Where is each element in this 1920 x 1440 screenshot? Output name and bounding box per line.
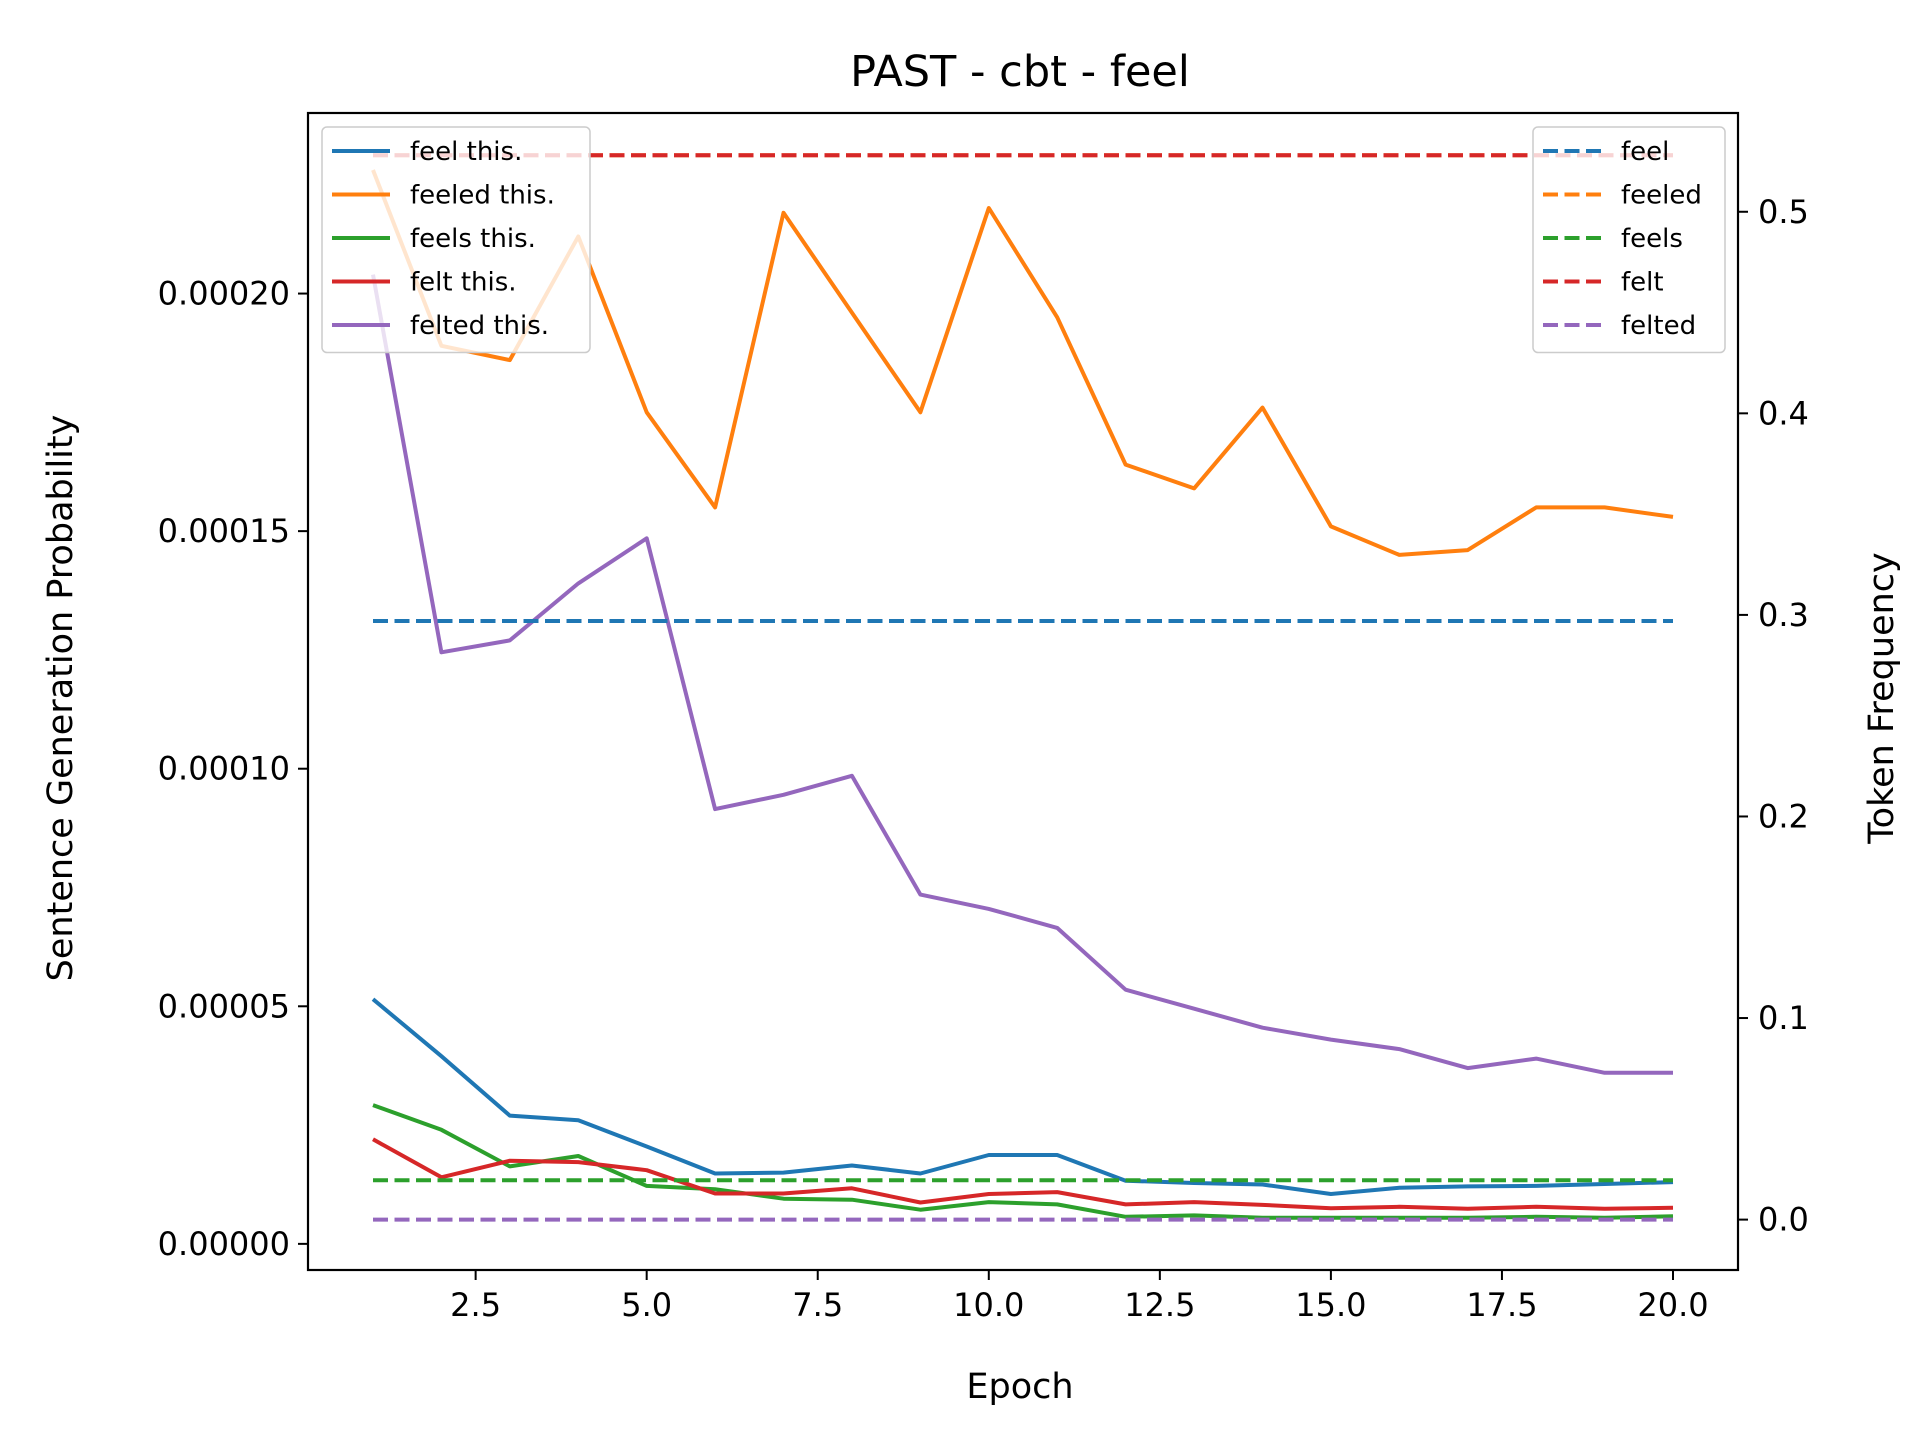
legend-label: feeled this. [410, 181, 555, 211]
legend-label: feel this. [410, 137, 522, 167]
y2-tick-label: 0.2 [1758, 797, 1809, 835]
series-line-3 [372, 1137, 1674, 1211]
legend-label: feel [1621, 137, 1669, 167]
y2-tick-label: 0.3 [1758, 596, 1809, 634]
legend-label: feeled [1621, 181, 1702, 211]
legend-layer: feel this. feeled this. feels this. felt th… [321, 126, 1726, 354]
y-tick-label: 0.00015 [158, 512, 290, 550]
y-tick-label: 0.00000 [158, 1225, 290, 1263]
x-tick-label: 17.5 [1466, 1286, 1537, 1324]
legend-label: felted [1621, 311, 1696, 341]
legend-box-0 [321, 126, 591, 354]
y2-tick-label: 0.4 [1758, 394, 1809, 432]
y-axis-title: Sentence Generation Probability [41, 415, 81, 982]
x-tick-label: 12.5 [1124, 1286, 1195, 1324]
y-tick-label: 0.00020 [158, 275, 290, 313]
x-tick-label: 7.5 [792, 1286, 843, 1324]
plot-frame [306, 111, 1740, 1272]
x-tick-label: 5.0 [621, 1286, 672, 1324]
x-tick-label: 20.0 [1637, 1286, 1708, 1324]
y-tick-label: 0.00005 [158, 987, 290, 1025]
y2-tick-label: 0.0 [1758, 1201, 1809, 1239]
series-line-4 [371, 274, 1673, 1075]
x-tick-label: 10.0 [953, 1286, 1024, 1324]
legend-label: feels this. [410, 224, 536, 254]
y2-axis-title: Token Frequency [1862, 552, 1902, 845]
series-line-0 [371, 997, 1674, 1196]
legend-label: felted this. [410, 311, 549, 341]
legend-label: felt this. [410, 268, 517, 298]
legend-label: felt [1621, 268, 1664, 298]
y2-tick-label: 0.1 [1758, 999, 1809, 1037]
x-axis-title: Epoch [966, 1367, 1073, 1407]
axes-layer: 2.5 5.0 7.5 10.0 12.5 15.0 17.5 20.00.000000.00… [158, 111, 1809, 1324]
legend-box-1 [1532, 126, 1726, 354]
x-tick-label: 2.5 [450, 1286, 501, 1324]
y2-tick-label: 0.5 [1758, 193, 1809, 231]
chart-title: PAST - cbt - feel [850, 47, 1190, 97]
x-tick-label: 15.0 [1295, 1286, 1366, 1324]
y-tick-label: 0.00010 [158, 750, 290, 788]
legend-label: feels [1621, 224, 1683, 254]
